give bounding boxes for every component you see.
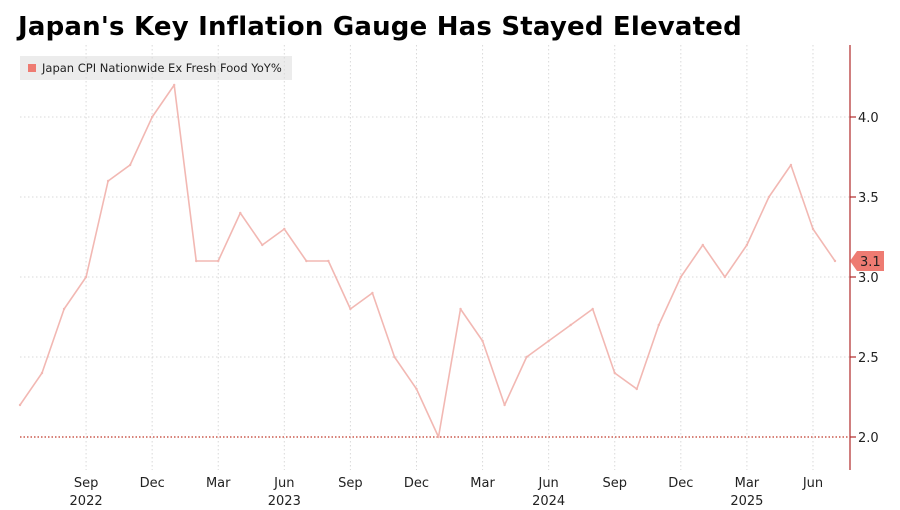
x-tick-label: Jun	[537, 476, 558, 491]
x-year-label: 2025	[730, 494, 763, 509]
data-point	[62, 307, 66, 311]
data-point	[789, 163, 793, 167]
y-tick-labels: 2.0 2.5 3.0 3.5 4.0	[858, 111, 879, 446]
data-point	[503, 403, 506, 407]
data-point	[106, 179, 110, 183]
data-point	[767, 195, 771, 199]
x-tick-label: Jun	[273, 476, 294, 491]
data-point	[283, 227, 286, 231]
data-point	[349, 307, 352, 311]
x-tick-label: Dec	[668, 476, 693, 491]
data-point	[371, 291, 374, 295]
data-point	[701, 243, 705, 247]
legend: Japan CPI Nationwide Ex Fresh Food YoY%	[20, 56, 292, 80]
data-point	[40, 371, 44, 375]
chart-title: Japan's Key Inflation Gauge Has Stayed E…	[18, 12, 742, 42]
y-tick-label: 2.5	[858, 351, 879, 366]
series-group	[18, 83, 837, 439]
data-point	[679, 275, 683, 279]
x-tick-label: Dec	[404, 476, 429, 491]
x-tick-label: Sep	[74, 476, 99, 491]
x-tick-label: Mar	[735, 476, 760, 491]
last-value-badge	[850, 251, 884, 271]
data-point	[635, 387, 638, 391]
y-axis	[849, 45, 856, 470]
data-point	[261, 243, 264, 247]
gridlines	[20, 45, 850, 470]
y-tick-label: 3.0	[858, 271, 879, 286]
last-value-label: 3.1	[860, 255, 881, 270]
data-point	[437, 435, 440, 439]
data-point	[18, 403, 22, 407]
data-point	[128, 163, 132, 167]
x-tick-label: Mar	[206, 476, 231, 491]
series-line	[19, 84, 836, 438]
data-point	[591, 307, 594, 311]
y-tick-label: 3.5	[858, 191, 879, 206]
data-point	[150, 115, 154, 119]
data-point	[172, 83, 176, 87]
legend-swatch	[28, 64, 36, 72]
data-point	[525, 355, 528, 359]
data-point	[327, 259, 330, 263]
data-point	[811, 227, 815, 231]
x-tick-label: Dec	[140, 476, 165, 491]
x-year-label: 2022	[70, 494, 103, 509]
legend-label: Japan CPI Nationwide Ex Fresh Food YoY%	[42, 61, 282, 75]
data-point	[481, 339, 484, 343]
last-value-badge-group: 3.1	[850, 251, 884, 271]
data-point	[239, 211, 242, 215]
data-point	[84, 275, 88, 279]
data-point	[547, 339, 550, 343]
data-point	[833, 259, 837, 263]
x-year-label: 2023	[268, 494, 301, 509]
x-tick-label: Jun	[802, 476, 823, 491]
data-point	[415, 387, 418, 391]
y-tick-label: 4.0	[858, 111, 879, 126]
data-point	[657, 323, 660, 327]
data-point	[195, 259, 198, 263]
data-point	[723, 275, 727, 279]
x-year-labels: 2022 2023 2024 2025	[70, 494, 764, 509]
data-point	[217, 259, 220, 263]
x-year-label: 2024	[532, 494, 565, 509]
data-point	[305, 259, 308, 263]
x-tick-labels: Sep Dec Mar Jun Sep Dec Mar Jun Sep Dec Mar Jun	[74, 476, 823, 491]
data-point	[459, 307, 462, 311]
data-point	[613, 371, 616, 375]
y-tick-label: 2.0	[858, 431, 879, 446]
data-point	[745, 243, 749, 247]
data-point	[569, 323, 572, 327]
x-tick-label: Sep	[338, 476, 363, 491]
x-tick-label: Sep	[602, 476, 627, 491]
data-point	[393, 355, 396, 359]
x-tick-label: Mar	[470, 476, 495, 491]
